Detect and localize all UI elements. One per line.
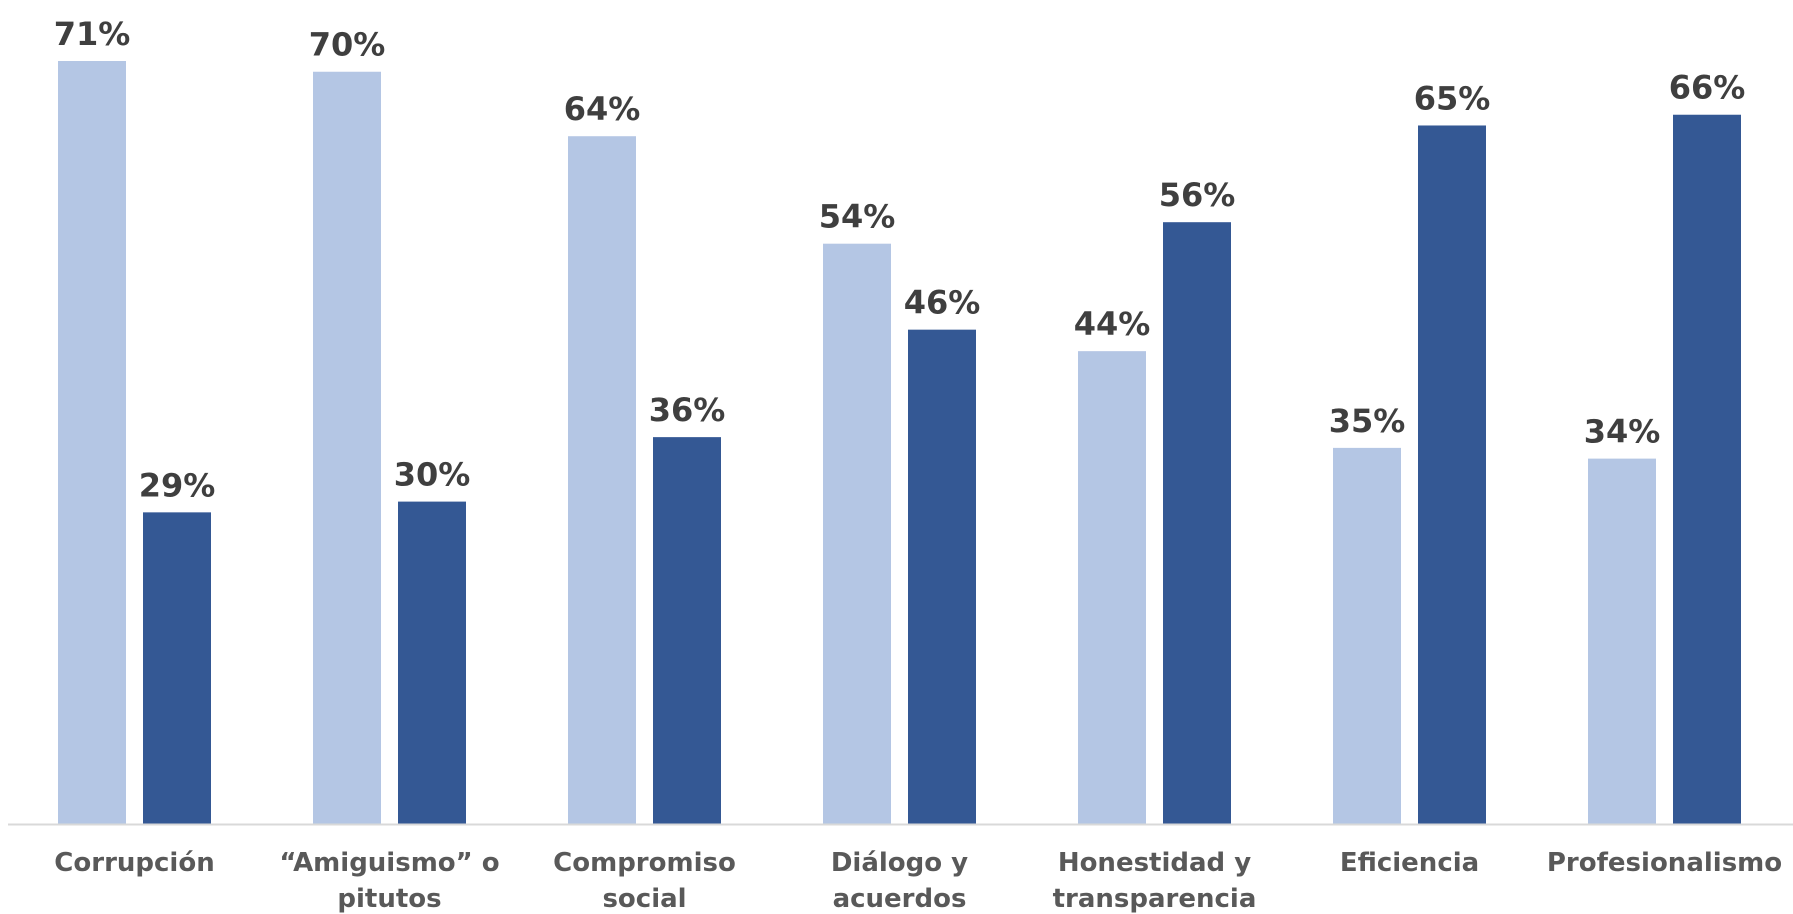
bar-series1 (1078, 351, 1146, 824)
x-tick-label-line: Compromiso (553, 848, 736, 878)
bar-series1 (568, 136, 636, 825)
data-label: 56% (1159, 176, 1236, 214)
data-label: 54% (819, 198, 896, 236)
x-tick-label: Profesionalismo (1547, 848, 1782, 878)
x-tick-label: Compromiso social (553, 848, 736, 914)
x-tick-label: “Amiguismo” o pitutos (279, 848, 499, 914)
x-tick-label-line: Honestidad y (1058, 848, 1251, 878)
data-label: 65% (1414, 79, 1491, 117)
bar-series2 (908, 329, 976, 824)
x-tick-label: Eficiencia (1340, 848, 1479, 878)
bars-group (58, 61, 1741, 825)
data-label: 46% (904, 284, 981, 322)
bar-series1 (1588, 458, 1656, 824)
data-label: 29% (139, 466, 216, 504)
category-labels-group: Corrupción “Amiguismo” o pitutos Compromiso… (54, 848, 1782, 914)
x-tick-label-line: pitutos (337, 884, 441, 914)
bar-series2 (1673, 114, 1741, 824)
x-tick-label-line: acuerdos (833, 884, 967, 914)
bar-series1 (313, 71, 381, 825)
x-tick-label-line: Eficiencia (1340, 848, 1479, 878)
x-tick-label-line: “Amiguismo” o (279, 848, 499, 878)
x-tick-label-line: Diálogo y (831, 848, 968, 878)
bar-series1 (58, 61, 126, 824)
data-label: 66% (1669, 69, 1746, 107)
data-label: 70% (309, 26, 386, 64)
bar-series2 (1163, 222, 1231, 824)
bar-series2 (398, 501, 466, 824)
x-tick-label-line: transparencia (1053, 884, 1257, 914)
data-label: 30% (394, 456, 471, 494)
data-label: 71% (54, 15, 131, 53)
bar-series1 (1333, 447, 1401, 824)
data-label: 64% (564, 90, 641, 128)
x-tick-label: Corrupción (54, 848, 214, 878)
data-label: 34% (1584, 413, 1661, 451)
bar-series2 (1418, 125, 1486, 824)
data-label: 36% (649, 391, 726, 429)
data-label: 35% (1329, 402, 1406, 440)
x-tick-label-line: Corrupción (54, 848, 214, 878)
data-label: 44% (1074, 305, 1151, 343)
x-tick-label-line: Profesionalismo (1547, 848, 1782, 878)
bar-series2 (143, 512, 211, 824)
x-tick-label: Diálogo y acuerdos (831, 848, 968, 914)
bar-series1 (823, 243, 891, 825)
x-tick-label: Honestidad y transparencia (1053, 848, 1257, 914)
value-labels-group: 71% 29% 70% 30% 64% 36% 54% 46% 44% 56% 35% 65% 34% 6… (54, 15, 1746, 504)
bar-series2 (653, 437, 721, 824)
x-tick-label-line: social (602, 884, 686, 914)
